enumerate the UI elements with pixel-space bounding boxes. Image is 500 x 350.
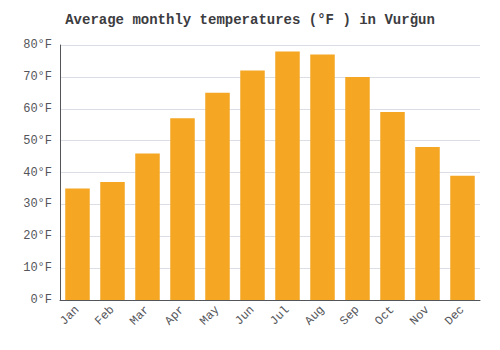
svg-text:Jul: Jul bbox=[267, 303, 292, 328]
svg-text:Average monthly temperatures (: Average monthly temperatures (°F ) in Vu… bbox=[65, 12, 435, 28]
svg-text:Aug: Aug bbox=[302, 303, 327, 328]
svg-text:Jan: Jan bbox=[57, 303, 82, 328]
svg-text:Feb: Feb bbox=[92, 303, 117, 328]
svg-text:50°F: 50°F bbox=[23, 134, 52, 148]
svg-text:10°F: 10°F bbox=[23, 261, 52, 275]
svg-text:Dec: Dec bbox=[442, 303, 467, 328]
svg-text:Apr: Apr bbox=[162, 303, 187, 328]
svg-text:30°F: 30°F bbox=[23, 197, 52, 211]
svg-text:0°F: 0°F bbox=[30, 293, 52, 307]
svg-text:70°F: 70°F bbox=[23, 70, 52, 84]
svg-text:Jun: Jun bbox=[232, 303, 257, 328]
svg-text:May: May bbox=[197, 303, 222, 328]
svg-text:Sep: Sep bbox=[337, 303, 362, 328]
svg-text:40°F: 40°F bbox=[23, 166, 52, 180]
svg-text:80°F: 80°F bbox=[23, 38, 52, 52]
svg-text:60°F: 60°F bbox=[23, 102, 52, 116]
svg-text:Nov: Nov bbox=[407, 303, 432, 328]
svg-text:Oct: Oct bbox=[372, 303, 397, 328]
svg-text:20°F: 20°F bbox=[23, 229, 52, 243]
svg-text:Mar: Mar bbox=[127, 303, 152, 328]
